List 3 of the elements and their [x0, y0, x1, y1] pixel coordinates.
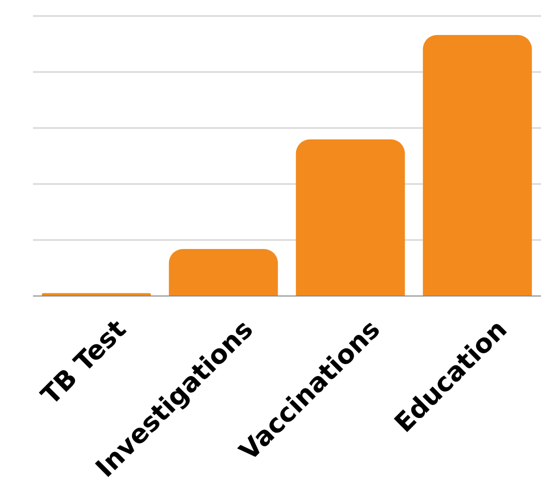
bar — [422, 35, 532, 296]
bar — [296, 139, 405, 296]
bar — [168, 249, 278, 296]
